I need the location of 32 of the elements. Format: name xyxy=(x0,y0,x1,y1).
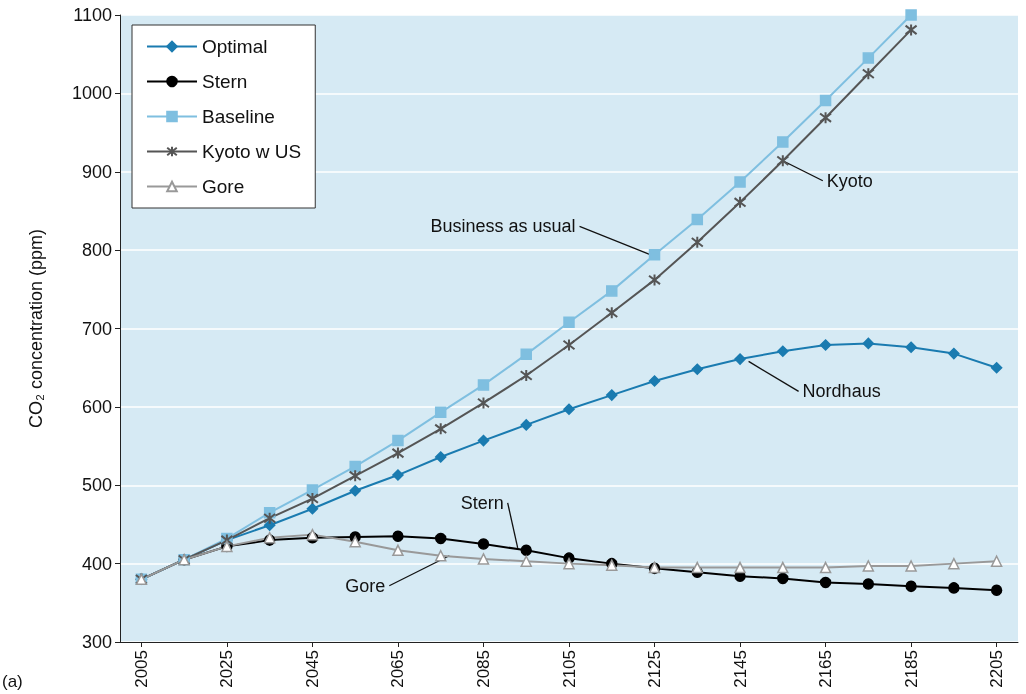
x-tick-label: 2165 xyxy=(816,650,836,688)
y-axis-title: CO₂ concentration (ppm) xyxy=(26,228,46,429)
legend-label: Gore xyxy=(202,176,245,197)
annotation: Kyoto xyxy=(826,170,873,191)
x-tick-label: 2045 xyxy=(302,650,322,688)
legend-label: Kyoto w US xyxy=(202,141,302,162)
y-tick-label: 1000 xyxy=(71,83,112,104)
x-tick-label: 2125 xyxy=(645,650,665,688)
y-tick-label: 900 xyxy=(81,161,112,182)
x-tick-label: 2105 xyxy=(559,650,579,688)
text: (a) xyxy=(2,672,23,691)
x-tick-label: 2025 xyxy=(217,650,237,688)
annotation: Gore xyxy=(345,575,386,596)
legend-label: Baseline xyxy=(202,106,275,127)
y-tick-label: 700 xyxy=(81,318,112,339)
y-tick-label: 1100 xyxy=(73,5,112,25)
x-tick-label: 2085 xyxy=(473,650,493,688)
y-tick-label: 300 xyxy=(81,632,112,652)
y-tick-label: 800 xyxy=(81,240,112,261)
x-tick-label: 2205 xyxy=(987,650,1007,688)
x-tick-label: 2065 xyxy=(388,650,408,688)
y-tick-label: 500 xyxy=(81,475,112,496)
y-tick-label: 400 xyxy=(81,553,112,574)
annotation: Stern xyxy=(460,492,504,513)
x-tick-label: 2005 xyxy=(131,650,151,688)
y-tick-label: 600 xyxy=(81,396,112,417)
legend-label: Optimal xyxy=(202,36,268,57)
x-tick-label: 2185 xyxy=(901,650,921,688)
annotation: Business as usual xyxy=(430,216,576,237)
legend-label: Stern xyxy=(202,71,248,92)
annotation: Nordhaus xyxy=(802,381,881,402)
x-tick-label: 2145 xyxy=(730,650,750,688)
